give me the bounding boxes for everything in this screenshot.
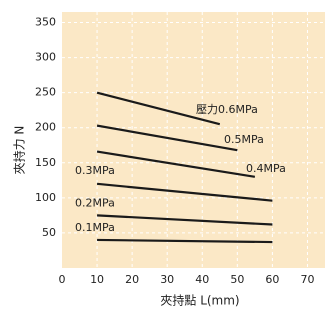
- series-label: 0.4MPa: [246, 162, 286, 175]
- data-line: [96, 150, 256, 178]
- data-line: [96, 91, 221, 126]
- x-axis-label: 夾持點 L(mm): [160, 293, 239, 308]
- y-tick-label: 150: [35, 156, 56, 169]
- x-tick-label: 40: [195, 273, 209, 286]
- data-line: [97, 238, 273, 244]
- y-axis-label: 夾持力 N: [12, 126, 27, 175]
- x-tick-label: 70: [300, 273, 314, 286]
- y-tick-label: 350: [35, 16, 56, 29]
- x-tick-label: 30: [160, 273, 174, 286]
- series-label: 0.3MPa: [75, 164, 115, 177]
- x-tick-label: 60: [265, 273, 279, 286]
- y-tick-label: 200: [35, 121, 56, 134]
- data-line: [96, 124, 238, 152]
- series-label: 0.5MPa: [224, 133, 264, 146]
- x-tick-label: 10: [90, 273, 104, 286]
- series-label: 0.2MPa: [75, 196, 115, 209]
- data-line: [96, 182, 273, 202]
- x-tick-label: 0: [59, 273, 66, 286]
- y-tick-label: 300: [35, 51, 56, 64]
- y-tick-label: 50: [42, 226, 56, 239]
- series-label: 壓力0.6MPa: [196, 103, 258, 116]
- plot-area: [62, 12, 325, 268]
- data-line: [97, 214, 273, 226]
- y-tick-label: 100: [35, 191, 56, 204]
- series-label: 0.1MPa: [75, 221, 115, 234]
- y-tick-label: 250: [35, 86, 56, 99]
- x-tick-label: 20: [125, 273, 139, 286]
- x-tick-label: 50: [230, 273, 244, 286]
